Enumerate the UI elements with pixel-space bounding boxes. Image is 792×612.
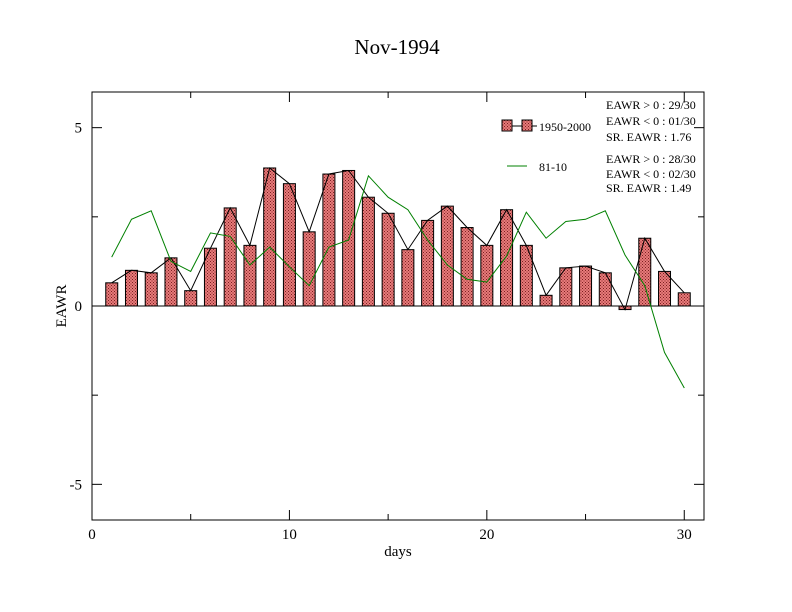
bar: [243, 244, 257, 307]
x-tick-label: 10: [282, 527, 297, 543]
legend-81-10-stat-1: EAWR > 0 : 28/30: [606, 152, 696, 166]
legend-1950-label: 1950-2000: [539, 120, 591, 134]
bar: [440, 205, 454, 307]
bar: [223, 207, 237, 307]
bar: [302, 231, 316, 307]
legend-81-10-stat-2: EAWR < 0 : 02/30: [606, 167, 696, 181]
y-tick-label: 5: [75, 121, 83, 137]
bar: [539, 294, 553, 307]
legend-1950-stat-2: EAWR < 0 : 01/30: [606, 114, 696, 128]
bar: [579, 265, 593, 307]
bar: [105, 282, 119, 307]
legend-81-10-stat-3: SR. EAWR : 1.49: [606, 181, 691, 195]
y-tick-label: -5: [70, 477, 83, 493]
chart-title: Nov-1994: [354, 35, 440, 59]
bar: [124, 269, 138, 307]
x-tick-label: 0: [88, 527, 96, 543]
bar: [381, 212, 395, 307]
bar: [401, 249, 415, 307]
legend-1950-swatch-a: [501, 119, 513, 132]
series-line-1950-2000: [111, 167, 685, 311]
bar: [282, 183, 296, 307]
bar: [460, 227, 474, 307]
bar: [519, 244, 533, 307]
bar: [500, 209, 514, 307]
legend-1950-swatch-b: [521, 119, 533, 132]
bars-1950-2000: [105, 167, 691, 311]
x-axis-label: days: [384, 544, 412, 560]
bar: [144, 272, 158, 307]
y-axis-label: EAWR: [54, 285, 70, 328]
legend-81-10-label: 81-10: [539, 160, 567, 174]
bar: [598, 272, 612, 307]
series-line-81-10: [111, 174, 685, 389]
bar: [480, 244, 494, 307]
bar: [361, 196, 375, 307]
lines: [111, 167, 685, 389]
legend-1950-stat-1: EAWR > 0 : 29/30: [606, 98, 696, 112]
bar: [677, 292, 691, 307]
x-tick-label: 20: [479, 527, 494, 543]
bar: [322, 173, 336, 307]
bar: [263, 167, 277, 307]
bar: [184, 290, 198, 307]
x-tick-label: 30: [677, 527, 692, 543]
legend-1950-stat-3: SR. EAWR : 1.76: [606, 130, 691, 144]
bar: [638, 237, 652, 307]
legend: 1950-2000 EAWR > 0 : 29/30 EAWR < 0 : 01…: [501, 98, 696, 195]
y-tick-label: 0: [75, 299, 83, 315]
